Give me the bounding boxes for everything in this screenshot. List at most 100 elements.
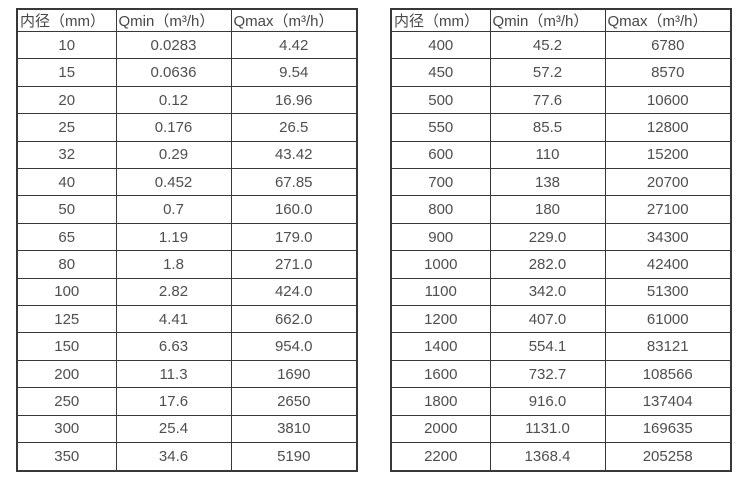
table-row: 1800 916.0 137404 [390,387,732,416]
cell-qmax: 3810 [230,414,358,444]
cell-qmax: 51300 [604,277,732,307]
cell-qmax: 4.42 [230,30,358,60]
cell-qmin: 6.63 [115,332,232,361]
flow-spec-table-large-diameters: 内径（mm） Qmin（m³/h） Qmax（m³/h） 400 45.2 6780… [390,8,732,472]
table-row: 900 229.0 34300 [390,222,732,252]
cell-qmin: 229.0 [489,222,606,252]
cell-inner-diameter: 20 [16,85,117,115]
cell-qmin: 732.7 [489,359,606,389]
cell-qmin: 138 [489,168,606,197]
cell-qmin: 45.2 [489,30,606,60]
table-row: 800 180 27100 [390,195,732,224]
cell-qmax: 6780 [604,30,732,60]
cell-qmax: 169635 [604,414,732,444]
cell-qmin: 4.41 [115,305,232,334]
flow-spec-table-small-diameters: 内径（mm） Qmin（m³/h） Qmax（m³/h） 10 0.0283 4.4… [16,8,358,472]
table-row: 50 0.7 160.0 [16,195,358,224]
table-row: 250 17.6 2650 [16,387,358,416]
cell-qmin: 916.0 [489,387,606,416]
table-row: 500 77.6 10600 [390,85,732,115]
cell-qmax: 42400 [604,250,732,279]
cell-qmax: 5190 [230,442,358,472]
table-row: 150 6.63 954.0 [16,332,358,361]
cell-inner-diameter: 65 [16,222,117,252]
table-row: 2000 1131.0 169635 [390,414,732,444]
table-row: 600 110 15200 [390,140,732,170]
cell-qmin: 0.7 [115,195,232,224]
cell-qmin: 1368.4 [489,442,606,472]
table-row: 20 0.12 16.96 [16,85,358,115]
table-row: 100 2.82 424.0 [16,277,358,307]
cell-qmax: 27100 [604,195,732,224]
cell-inner-diameter: 1100 [390,277,491,307]
cell-inner-diameter: 400 [390,30,491,60]
table-row: 80 1.8 271.0 [16,250,358,279]
cell-inner-diameter: 1600 [390,359,491,389]
table-row: 1600 732.7 108566 [390,359,732,389]
cell-qmin: 282.0 [489,250,606,279]
cell-inner-diameter: 125 [16,305,117,334]
cell-inner-diameter: 900 [390,222,491,252]
cell-qmax: 2650 [230,387,358,416]
cell-qmax: 83121 [604,332,732,361]
header-row: 内径（mm） Qmin（m³/h） Qmax（m³/h） [390,8,732,32]
col-header-inner-diameter: 内径（mm） [390,8,491,32]
col-header-qmax: Qmax（m³/h） [604,8,732,32]
cell-inner-diameter: 1400 [390,332,491,361]
cell-qmin: 2.82 [115,277,232,307]
table-row: 1000 282.0 42400 [390,250,732,279]
table-row: 2200 1368.4 205258 [390,442,732,472]
col-header-qmin: Qmin（m³/h） [489,8,606,32]
cell-qmax: 34300 [604,222,732,252]
cell-inner-diameter: 150 [16,332,117,361]
cell-qmin: 0.452 [115,168,232,197]
cell-inner-diameter: 350 [16,442,117,472]
cell-qmin: 0.0283 [115,30,232,60]
table-row: 15 0.0636 9.54 [16,58,358,87]
table-row: 32 0.29 43.42 [16,140,358,170]
cell-qmax: 160.0 [230,195,358,224]
cell-qmin: 180 [489,195,606,224]
cell-qmax: 9.54 [230,58,358,87]
cell-inner-diameter: 32 [16,140,117,170]
cell-inner-diameter: 40 [16,168,117,197]
cell-qmin: 0.29 [115,140,232,170]
cell-qmax: 67.85 [230,168,358,197]
cell-qmax: 954.0 [230,332,358,361]
cell-qmax: 43.42 [230,140,358,170]
cell-inner-diameter: 10 [16,30,117,60]
cell-qmin: 85.5 [489,113,606,142]
cell-inner-diameter: 600 [390,140,491,170]
table-row: 300 25.4 3810 [16,414,358,444]
table-body: 10 0.0283 4.42 15 0.0636 9.54 20 0.12 16.96 25 0.1… [16,30,358,472]
cell-qmin: 11.3 [115,359,232,389]
table-row: 1400 554.1 83121 [390,332,732,361]
cell-inner-diameter: 25 [16,113,117,142]
table-row: 1100 342.0 51300 [390,277,732,307]
table-row: 550 85.5 12800 [390,113,732,142]
cell-qmin: 1131.0 [489,414,606,444]
cell-qmin: 25.4 [115,414,232,444]
cell-inner-diameter: 250 [16,387,117,416]
cell-qmax: 10600 [604,85,732,115]
cell-qmin: 0.0636 [115,58,232,87]
cell-qmin: 57.2 [489,58,606,87]
cell-inner-diameter: 800 [390,195,491,224]
cell-qmin: 17.6 [115,387,232,416]
cell-qmax: 61000 [604,305,732,334]
cell-qmax: 424.0 [230,277,358,307]
cell-qmin: 1.8 [115,250,232,279]
cell-qmax: 26.5 [230,113,358,142]
table-row: 700 138 20700 [390,168,732,197]
cell-qmax: 16.96 [230,85,358,115]
table-row: 200 11.3 1690 [16,359,358,389]
cell-qmin: 0.12 [115,85,232,115]
cell-qmax: 137404 [604,387,732,416]
table-row: 65 1.19 179.0 [16,222,358,252]
cell-inner-diameter: 1800 [390,387,491,416]
cell-inner-diameter: 200 [16,359,117,389]
col-header-qmin: Qmin（m³/h） [115,8,232,32]
table-body: 400 45.2 6780 450 57.2 8570 500 77.6 10600 550 85.… [390,30,732,472]
cell-qmin: 554.1 [489,332,606,361]
col-header-inner-diameter: 内径（mm） [16,8,117,32]
